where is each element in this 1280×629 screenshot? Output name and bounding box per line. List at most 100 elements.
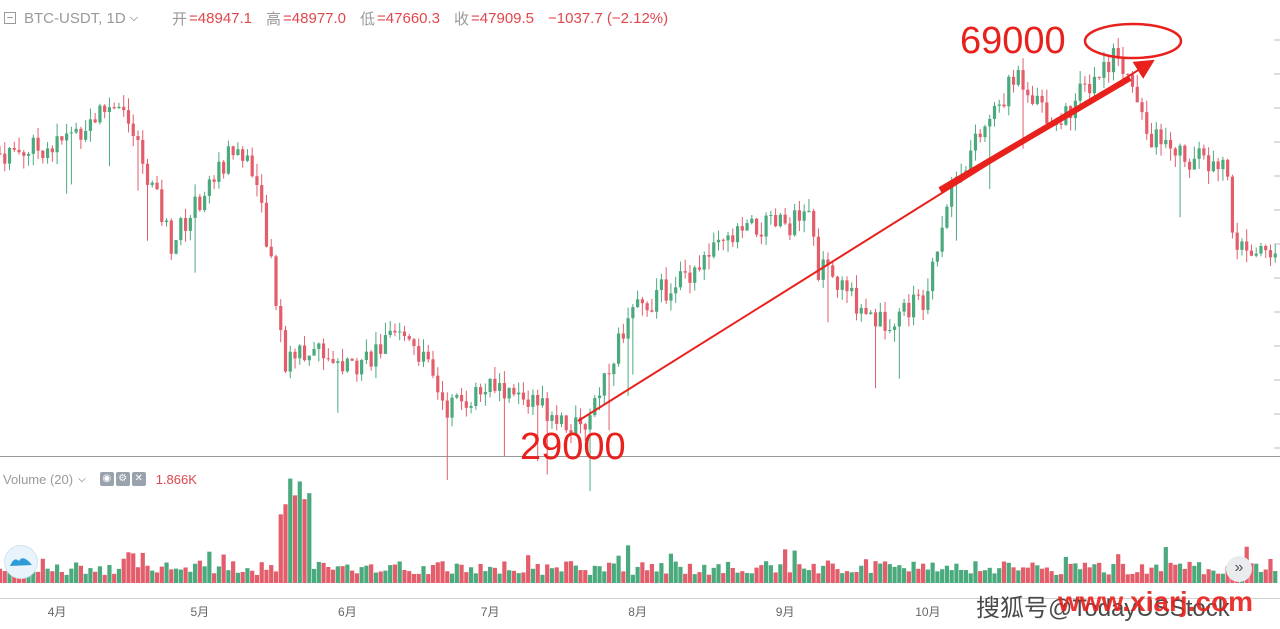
candle-body xyxy=(193,196,197,218)
candle-body xyxy=(540,398,545,406)
candle-body xyxy=(1021,70,1025,90)
chevron-down-icon[interactable]: ⌵ xyxy=(129,11,139,24)
candle-body xyxy=(269,246,273,257)
eye-icon[interactable]: ◉ xyxy=(99,472,114,486)
candle-body xyxy=(983,126,987,138)
month-tick-label: 10月 xyxy=(915,605,941,619)
volume-bar xyxy=(935,571,940,583)
candle-body xyxy=(350,358,354,361)
candle-body xyxy=(793,210,797,236)
volume-bar xyxy=(2,571,7,583)
volume-bar xyxy=(173,568,179,583)
volume-bar xyxy=(692,574,697,583)
volume-bar xyxy=(383,570,388,583)
volume-bar xyxy=(235,572,241,583)
volume-bar xyxy=(459,564,464,583)
candle-body xyxy=(640,299,644,304)
volume-bar xyxy=(1249,563,1254,583)
candle-body xyxy=(260,185,264,203)
candle-body xyxy=(831,265,835,277)
volume-bar xyxy=(64,574,69,583)
candle-body xyxy=(859,307,863,314)
candle-body xyxy=(1126,73,1130,75)
volume-bar xyxy=(154,572,160,583)
candle-body xyxy=(498,383,502,391)
volume-bar xyxy=(940,569,945,583)
candle-body xyxy=(222,161,226,174)
volume-bar xyxy=(1168,562,1173,583)
volume-bar xyxy=(1139,564,1145,583)
volume-bar xyxy=(1006,562,1011,583)
candle-body xyxy=(869,312,873,314)
volume-bar xyxy=(773,572,778,583)
volume-bar xyxy=(1106,574,1111,583)
candle-body xyxy=(1140,102,1144,113)
volume-bar xyxy=(892,566,897,583)
volume-bar xyxy=(645,570,650,583)
volume-bar xyxy=(311,568,317,583)
candle-body xyxy=(326,358,330,360)
volume-bar xyxy=(1111,564,1116,583)
candle-body xyxy=(940,227,944,252)
collapse-icon[interactable]: − xyxy=(4,12,16,24)
volume-bar xyxy=(516,573,521,583)
volume-bars-layer xyxy=(0,478,1278,583)
volume-bar xyxy=(835,569,840,583)
close-icon[interactable]: ✕ xyxy=(131,472,146,486)
volume-bar xyxy=(140,552,145,583)
volume-header: Volume (20) ⌵ ◉ ⚙ ✕ 1.866K xyxy=(3,469,197,489)
candle-body xyxy=(341,361,345,372)
candle-body xyxy=(245,155,250,161)
volume-bar xyxy=(816,573,821,583)
candle-body xyxy=(279,305,283,331)
candle-body xyxy=(1192,158,1196,170)
volume-bar xyxy=(259,562,264,583)
volume-bar xyxy=(321,562,326,583)
candle-body xyxy=(988,118,992,127)
volume-bar xyxy=(45,568,50,583)
volume-label[interactable]: Volume (20) xyxy=(3,471,74,487)
candle-body xyxy=(126,110,131,124)
volume-bar xyxy=(1220,573,1225,583)
volume-bar xyxy=(449,573,455,583)
scroll-to-latest-icon[interactable]: » xyxy=(1226,556,1252,582)
volume-bar xyxy=(878,563,883,583)
candle-body xyxy=(302,345,307,361)
volume-bar xyxy=(521,572,526,583)
volume-bar xyxy=(378,571,383,583)
candle-body xyxy=(555,415,559,424)
volume-bar xyxy=(50,571,55,583)
volume-bar xyxy=(963,570,969,583)
candle-body xyxy=(802,211,806,221)
symbol-label[interactable]: BTC-USDT, 1D xyxy=(24,9,126,27)
volume-bar xyxy=(606,562,612,583)
volume-bar xyxy=(1073,563,1078,583)
candle-body xyxy=(1102,61,1106,78)
candle-body xyxy=(360,360,364,375)
gear-icon[interactable]: ⚙ xyxy=(115,472,130,486)
candle-body xyxy=(369,351,373,367)
chevron-down-icon[interactable]: ⌵ xyxy=(78,473,86,485)
candle-body xyxy=(1273,253,1277,258)
volume-bar xyxy=(421,566,426,583)
candle-body xyxy=(383,335,388,354)
volume-bar xyxy=(397,561,402,583)
tradingview-logo-icon[interactable] xyxy=(4,545,38,579)
close-label: 收 xyxy=(454,10,470,28)
candle-body xyxy=(759,234,763,237)
candle-body xyxy=(735,226,740,243)
volume-bar xyxy=(292,495,298,583)
candle-body xyxy=(721,239,725,241)
volume-bar xyxy=(388,565,393,583)
volume-bar xyxy=(302,499,307,583)
candle-body xyxy=(517,392,521,395)
candle-body xyxy=(298,345,302,359)
candle-body xyxy=(612,363,616,375)
open-value: =48947.1 xyxy=(189,9,253,27)
trend-annotation xyxy=(577,22,1183,422)
volume-bar xyxy=(492,567,497,583)
candle-body xyxy=(621,333,625,339)
volume-bar xyxy=(278,514,283,583)
volume-bar xyxy=(1268,558,1273,583)
